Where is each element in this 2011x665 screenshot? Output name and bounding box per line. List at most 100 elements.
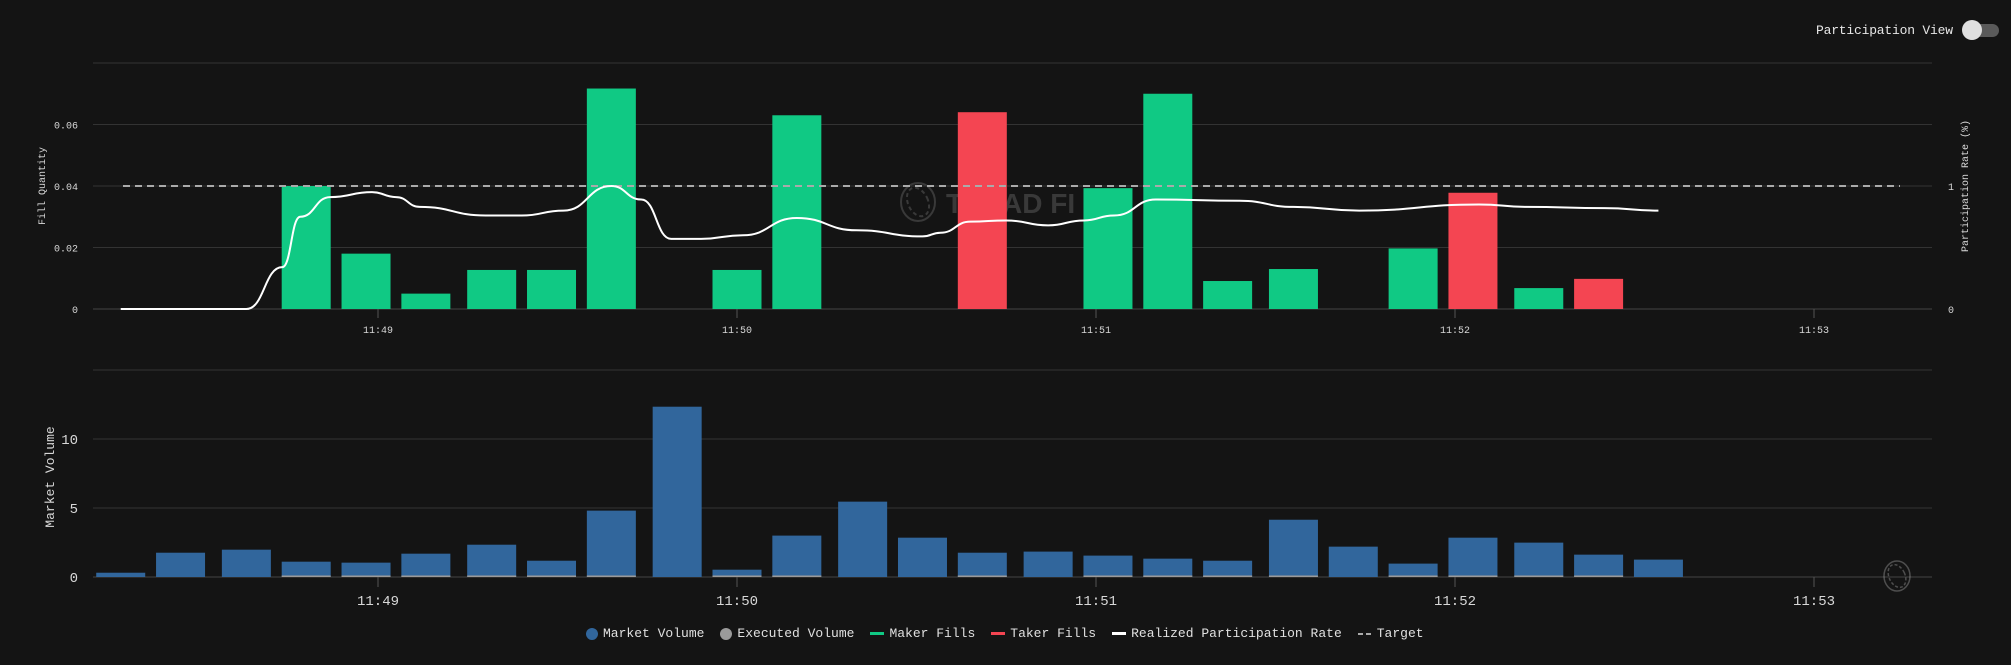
- participation-view-toggle[interactable]: [1961, 20, 1999, 40]
- executed-volume-bar: [586, 575, 636, 577]
- x-tick-label: 11:52: [1434, 594, 1476, 610]
- x-tick-label: 11:51: [1081, 326, 1111, 337]
- market-volume-bar: [1143, 558, 1193, 577]
- x-tick-label: 11:50: [716, 594, 758, 610]
- executed-volume-bar: [1083, 575, 1133, 577]
- maker-fill-bar: [1388, 248, 1438, 309]
- y-tick-label: 0.04: [54, 183, 78, 194]
- market-volume-bar: [1388, 563, 1438, 577]
- executed-volume-bar: [467, 575, 517, 577]
- market-volume-bar: [652, 406, 702, 577]
- maker-fill-bar: [1203, 281, 1253, 309]
- maker-fill-bar: [1143, 93, 1193, 309]
- market-volume-bar: [897, 537, 947, 577]
- y-tick-label: 0: [72, 306, 78, 317]
- executed-volume-bar: [527, 575, 577, 577]
- y2-tick-label: 0: [1948, 306, 1954, 317]
- y-tick-label: 0.06: [54, 122, 78, 133]
- executed-volume-bar: [1268, 575, 1318, 577]
- y-tick-label: 5: [70, 502, 78, 518]
- maker-fill-bar: [281, 186, 331, 309]
- legend-label: Executed Volume: [737, 626, 855, 641]
- maker-fill-bar: [712, 269, 762, 309]
- legend-dash-icon: [1357, 632, 1372, 635]
- market-volume-bar: [341, 562, 391, 577]
- legend-item-executed-volume[interactable]: Executed Volume: [720, 626, 854, 641]
- maker-fill-bar: [341, 253, 391, 309]
- executed-volume-bar: [1514, 575, 1564, 577]
- legend-label: Market Volume: [603, 626, 705, 641]
- maker-fill-bar: [401, 293, 451, 309]
- legend-item-target[interactable]: Target: [1357, 626, 1424, 641]
- legend-line-icon: [991, 632, 1006, 635]
- x-tick-label: 11:49: [357, 594, 399, 610]
- market-volume-bar: [586, 510, 636, 577]
- legend-label: Taker Fills: [1010, 626, 1097, 641]
- legend-item-participation-rate[interactable]: Realized Participation Rate: [1112, 626, 1342, 641]
- market-volume-bar: [957, 552, 1007, 577]
- tread-logo-icon: [900, 182, 936, 222]
- market-volume-bar: [527, 560, 577, 577]
- legend: Market Volume Executed Volume Maker Fill…: [586, 626, 1424, 641]
- executed-volume-bar: [772, 575, 822, 577]
- executed-volume-bar: [712, 575, 762, 577]
- y-tick-label: 0: [70, 571, 78, 587]
- legend-line-icon: [1112, 632, 1127, 635]
- maker-fill-bar: [527, 269, 577, 309]
- executed-volume-bar: [341, 575, 391, 577]
- market-volume-bar: [838, 501, 888, 577]
- taker-fill-bar: [1448, 192, 1498, 309]
- y-axis-title: Fill Quantity: [37, 147, 49, 225]
- executed-volume-bar: [957, 575, 1007, 577]
- market-volume-bar: [96, 572, 146, 577]
- maker-fill-bar: [1514, 288, 1564, 309]
- y-tick-label: 10: [61, 433, 78, 449]
- x-tick-label: 11:53: [1799, 326, 1829, 337]
- legend-dot-icon: [586, 627, 598, 640]
- market-volume-bar: [1268, 519, 1318, 577]
- y2-axis-title: Participation Rate (%): [1960, 120, 1972, 252]
- x-tick-label: 11:50: [722, 326, 752, 337]
- maker-fill-bar: [467, 269, 517, 309]
- legend-line-icon: [870, 632, 885, 635]
- maker-fill-bar: [586, 88, 636, 310]
- market-volume-bar: [1633, 559, 1683, 577]
- legend-item-market-volume[interactable]: Market Volume: [586, 626, 704, 641]
- market-volume-bar: [772, 535, 822, 577]
- x-tick-label: 11:51: [1075, 594, 1117, 610]
- executed-volume-bar: [1388, 575, 1438, 577]
- maker-fill-bar: [1083, 188, 1133, 309]
- legend-item-taker-fills[interactable]: Taker Fills: [991, 626, 1096, 641]
- x-tick-label: 11:52: [1440, 326, 1470, 337]
- y-axis-title: Market Volume: [43, 426, 58, 527]
- legend-item-maker-fills[interactable]: Maker Fills: [870, 626, 975, 641]
- market-volume-bar: [221, 549, 271, 577]
- y-tick-label: 0.02: [54, 245, 78, 256]
- market-volume-bar: [281, 561, 331, 577]
- x-tick-label: 11:53: [1793, 594, 1835, 610]
- x-tick-label: 11:49: [363, 326, 393, 337]
- participation-view-label: Participation View: [1816, 22, 1953, 38]
- market-volume-bar: [1448, 537, 1498, 577]
- maker-fill-bar: [1268, 269, 1318, 309]
- taker-fill-bar: [957, 112, 1007, 309]
- executed-volume-bar: [1203, 575, 1253, 577]
- market-volume-bar: [1083, 555, 1133, 577]
- watermark-logo-small-icon: [1883, 560, 1911, 592]
- market-volume-bar: [1023, 551, 1073, 577]
- taker-fill-bar: [1574, 278, 1624, 309]
- participation-rate-line: [120, 184, 1659, 310]
- toggle-knob: [1961, 20, 1982, 40]
- legend-label: Target: [1376, 626, 1424, 641]
- executed-volume-bar: [401, 575, 451, 577]
- legend-label: Realized Participation Rate: [1131, 626, 1342, 641]
- market-volume-bar: [1203, 560, 1253, 577]
- legend-label: Maker Fills: [889, 626, 976, 641]
- y2-tick-label: 1: [1948, 183, 1954, 194]
- legend-dot-icon: [720, 627, 733, 640]
- market-volume-bar: [156, 552, 206, 577]
- executed-volume-bar: [281, 575, 331, 577]
- executed-volume-bar: [1143, 575, 1193, 577]
- market-volume-bar: [712, 569, 762, 577]
